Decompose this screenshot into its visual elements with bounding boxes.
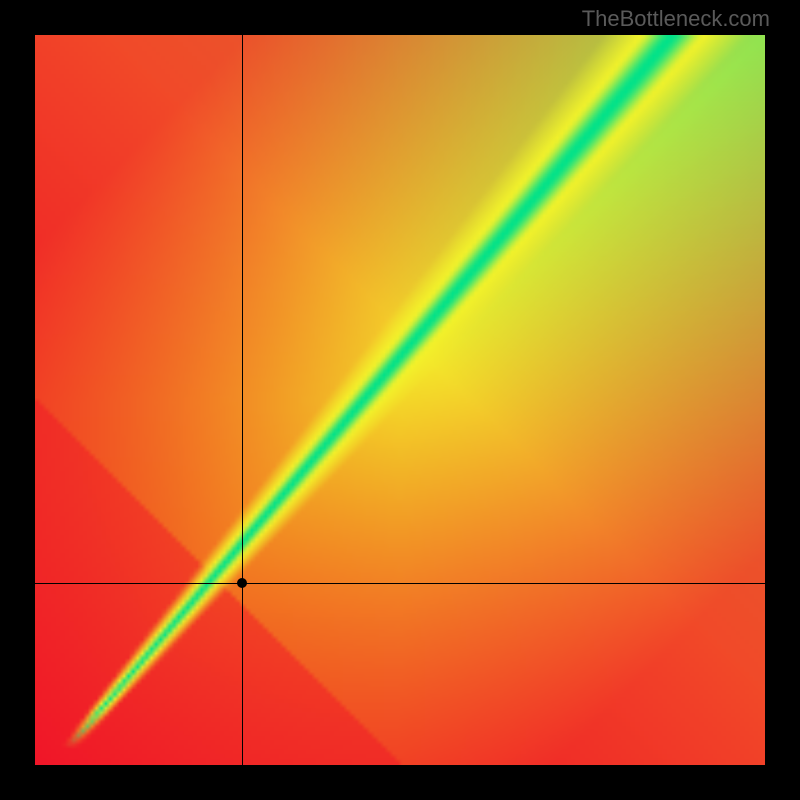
chart-container: TheBottleneck.com bbox=[0, 0, 800, 800]
crosshair-vertical bbox=[242, 35, 243, 765]
watermark-text: TheBottleneck.com bbox=[582, 6, 770, 32]
bottleneck-heatmap bbox=[35, 35, 765, 765]
crosshair-horizontal bbox=[35, 583, 765, 584]
plot-area bbox=[35, 35, 765, 765]
marker-dot bbox=[237, 578, 247, 588]
